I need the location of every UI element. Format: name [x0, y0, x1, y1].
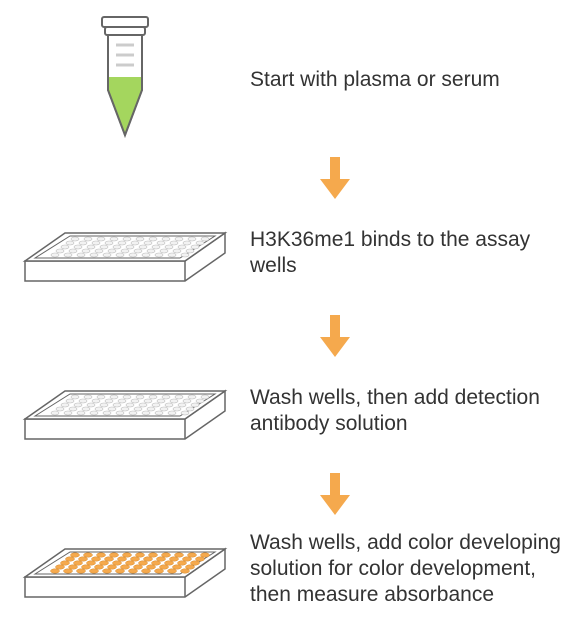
- plate-icon-cell-1: [0, 203, 250, 303]
- tube-icon-cell: [0, 15, 250, 145]
- arrow-down-icon: [320, 473, 350, 515]
- plate-icon-cell-3: [0, 519, 250, 619]
- step-3-text: Wash wells, then add detection antibody …: [250, 385, 562, 438]
- step-2-text-cell: H3K36me1 binds to the assay wells: [250, 227, 582, 280]
- arrow-down-icon: [320, 157, 350, 199]
- step-1-text: Start with plasma or serum: [250, 67, 562, 93]
- step-4-row: Wash wells, add color developing solutio…: [0, 519, 582, 619]
- step-4-text-cell: Wash wells, add color developing solutio…: [250, 530, 582, 609]
- arrow-2-row: [0, 311, 582, 361]
- plate-icon-cell-2: [0, 361, 250, 461]
- step-3-text-cell: Wash wells, then add detection antibody …: [250, 385, 582, 438]
- step-4-text: Wash wells, add color developing solutio…: [250, 530, 562, 609]
- plate-filled-icon: [20, 519, 230, 619]
- step-2-row: H3K36me1 binds to the assay wells: [0, 203, 582, 303]
- assay-diagram: Start with plasma or serum: [0, 0, 582, 610]
- tube-icon: [80, 15, 170, 145]
- arrow-down-icon: [320, 315, 350, 357]
- step-1-text-cell: Start with plasma or serum: [250, 67, 582, 93]
- arrow-3-row: [0, 469, 582, 519]
- plate-empty-icon: [20, 361, 230, 461]
- arrow-1-row: [0, 153, 582, 203]
- step-3-row: Wash wells, then add detection antibody …: [0, 361, 582, 461]
- plate-empty-icon: [20, 203, 230, 303]
- step-1-row: Start with plasma or serum: [0, 0, 582, 145]
- step-2-text: H3K36me1 binds to the assay wells: [250, 227, 562, 280]
